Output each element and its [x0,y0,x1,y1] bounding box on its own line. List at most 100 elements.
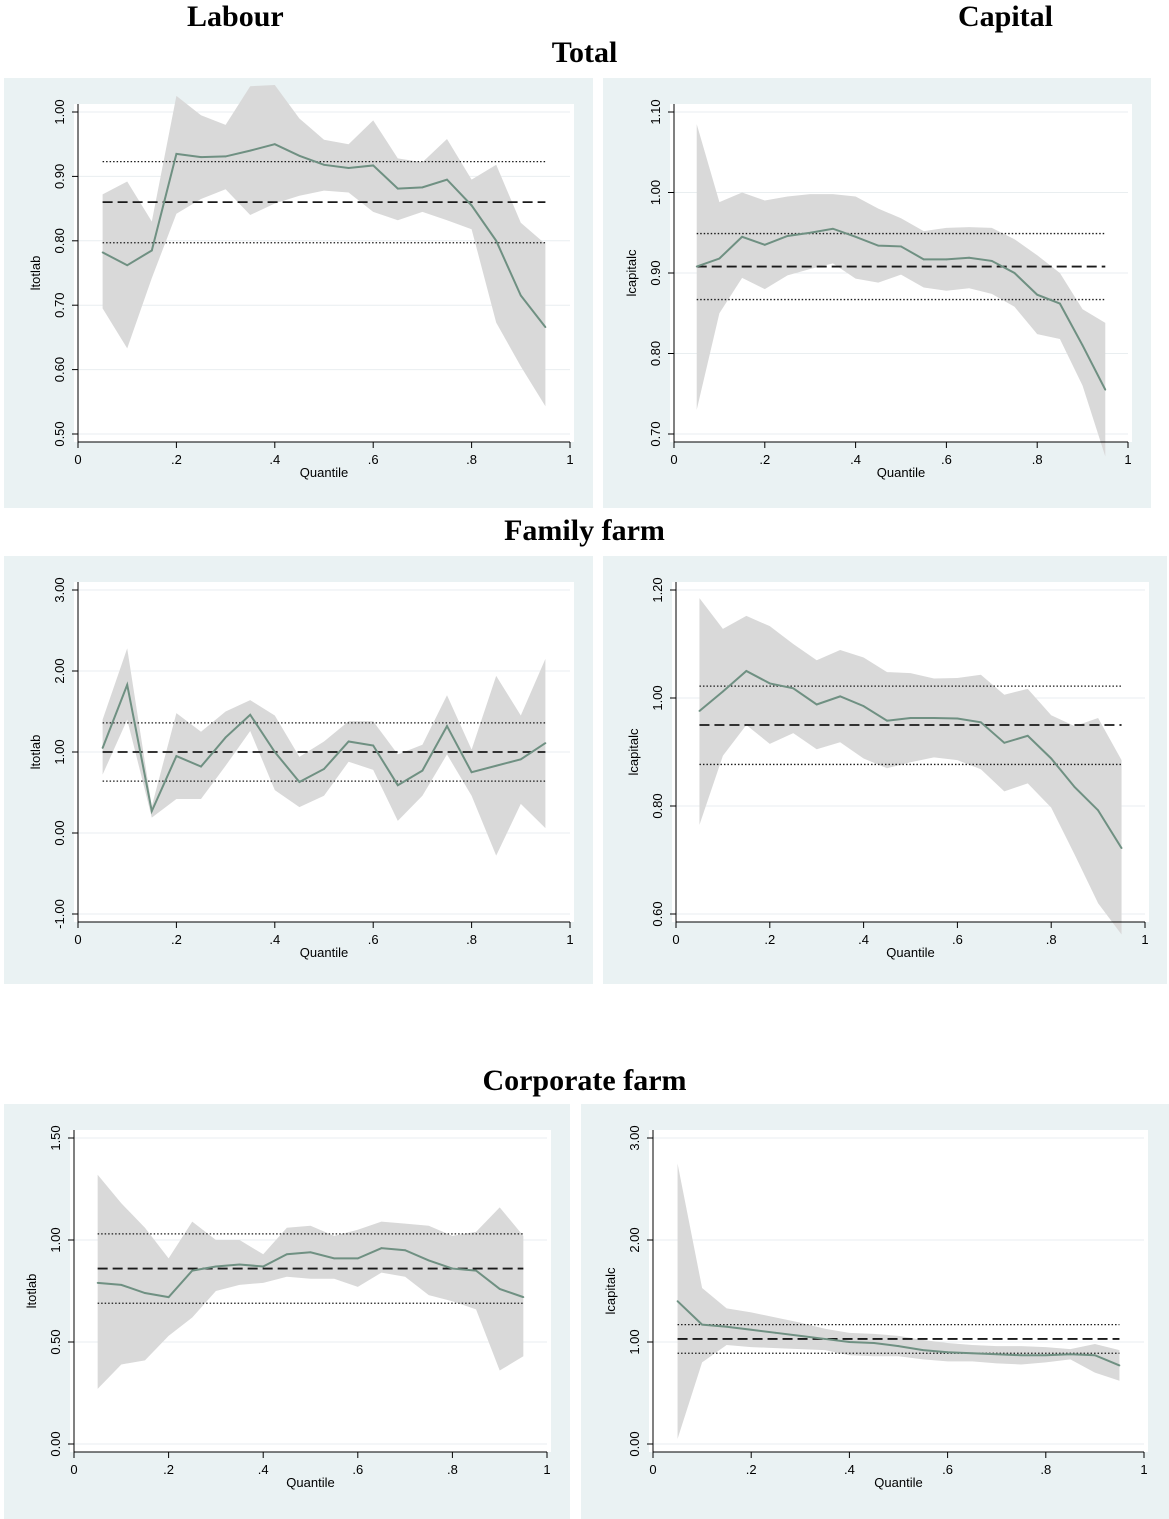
estimate-point [126,264,129,267]
estimate-point [470,204,473,207]
x-tick-label: .2 [759,452,770,467]
estimate-point [1120,847,1123,850]
y-axis-title: ltotlab [28,256,43,291]
estimate-point [786,235,789,237]
confidence-band [97,1174,524,1389]
y-tick-label: 0.00 [52,820,67,845]
estimate-point [877,244,880,247]
estimate-point [1013,272,1016,274]
x-tick-label: .2 [171,452,182,467]
estimate-point [544,742,547,744]
x-axis-title: Quantile [300,945,348,960]
estimate-point [823,1338,826,1340]
x-tick-label: .4 [269,452,280,467]
y-tick-label: 1.20 [650,577,665,602]
x-axis-title: Quantile [877,465,925,480]
confidence-band [699,598,1122,935]
estimate-point [718,257,721,260]
y-tick-label: 0.70 [648,421,663,446]
estimate-point [763,243,766,246]
estimate-point [522,1296,525,1299]
x-tick-label: .6 [941,452,952,467]
x-tick-label: 0 [649,1462,656,1477]
estimate-point [238,1263,241,1266]
estimate-point [191,1269,194,1272]
y-tick-label: 0.80 [648,341,663,366]
y-tick-label: 1.00 [650,685,665,710]
estimate-point [809,231,812,234]
estimate-point [120,1283,123,1286]
y-tick-label: 3.00 [52,577,67,602]
chart-panel-family-capital: 0.60 0.80 1.00 1.20 0 .2 .4 .6 .8 1 Quantile lcapit… [603,556,1167,984]
y-tick-label: 0.00 [48,1431,63,1456]
column-header-labour: Labour [187,0,284,33]
estimate-point [839,695,842,698]
chart-panel-corporate-labour: 0.00 0.50 1.00 1.50 0 .2 .4 .6 .8 1 Quantile ltotla… [4,1104,570,1519]
estimate-point [372,744,375,747]
x-tick-label: 0 [70,1462,77,1477]
estimate-point [347,740,350,743]
x-tick-label: .6 [952,932,963,947]
x-tick-label: .2 [163,1462,174,1477]
x-tick-label: 1 [1124,452,1131,467]
confidence-band [102,648,546,856]
x-tick-label: .4 [258,1462,269,1477]
chart-total-labour: 0.50 0.60 0.70 0.80 0.90 1.00 0 .2 .4 .6 .8 1 Quanti… [28,84,574,480]
estimate-point [262,1265,265,1268]
estimate-point [167,1296,170,1299]
x-tick-label: 1 [1141,932,1148,947]
estimate-point [396,784,399,787]
estimate-point [933,717,935,719]
chart-panel-total-labour: 0.50 0.60 0.70 0.80 0.90 1.00 0 .2 .4 .6 .8 1 Quanti… [4,78,593,508]
x-tick-label: .6 [942,1462,953,1477]
estimate-point [990,260,993,262]
estimate-point [854,235,857,238]
y-tick-label: 0.80 [650,793,665,818]
x-tick-label: .4 [858,932,869,947]
y-tick-label: 0.60 [650,901,665,926]
y-tick-label: 1.00 [52,99,67,124]
estimate-point [495,764,498,767]
estimate-point [323,163,325,166]
estimate-point [150,810,153,813]
confidence-band [696,124,1106,457]
estimate-point [695,265,698,268]
estimate-point [175,152,178,155]
y-tick-label: 0.50 [48,1329,63,1354]
estimate-point [900,245,902,248]
estimate-point [96,1281,99,1284]
estimate-point [815,703,818,706]
estimate-point [676,1300,679,1303]
estimate-point [144,1292,146,1294]
estimate-point [1026,734,1029,737]
estimate-point [698,710,701,712]
chart-panel-corporate-capital: 0.00 1.00 2.00 3.00 0 .2 .4 .6 .8 1 Quantile lcapit… [581,1104,1169,1519]
x-tick-label: .4 [850,452,861,467]
x-tick-label: .8 [1040,1462,1051,1477]
estimate-point [971,1352,974,1355]
estimate-point [909,717,912,719]
chart-corporate-labour: 0.00 0.50 1.00 1.50 0 .2 .4 .6 .8 1 Quantile ltotla… [24,1125,551,1490]
estimate-point [421,186,424,189]
estimate-point [1118,1364,1121,1367]
y-axis-title: lcapitalc [603,1267,618,1314]
x-tick-label: .4 [269,932,280,947]
estimate-point [725,1325,728,1328]
estimate-point [1050,757,1053,760]
x-axis-title: Quantile [874,1475,922,1490]
estimate-point [1020,1354,1023,1357]
estimate-point [1081,344,1084,347]
estimate-point [273,751,276,753]
estimate-point [1003,741,1006,744]
estimate-point [945,258,948,261]
y-tick-label: 1.00 [48,1227,63,1252]
estimate-point [1044,1354,1047,1357]
y-tick-label: 2.00 [627,1227,642,1252]
estimate-point [224,155,227,158]
y-tick-label: 2.00 [52,658,67,683]
y-axis-title: lcapitalc [624,249,639,296]
estimate-point [886,719,888,722]
estimate-point [1073,786,1076,788]
x-axis-title: Quantile [886,945,934,960]
y-tick-label: 1.10 [648,99,663,124]
